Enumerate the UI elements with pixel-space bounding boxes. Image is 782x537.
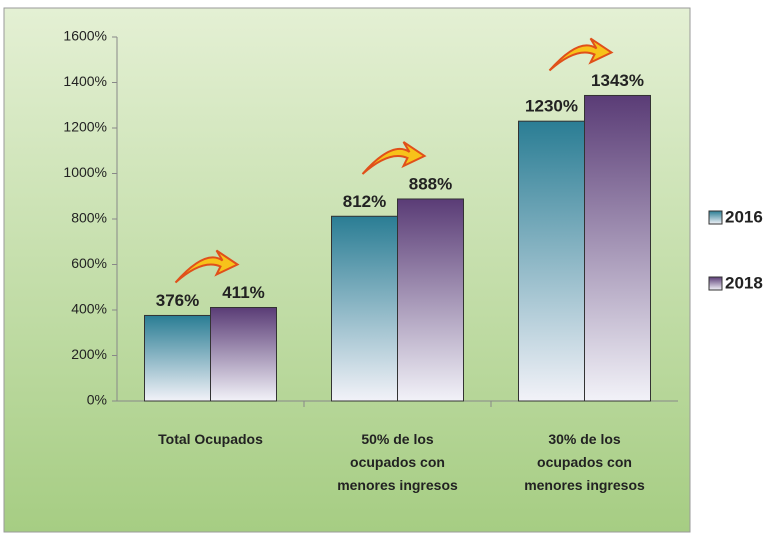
- legend-swatch: [708, 210, 723, 225]
- data-label: 376%: [156, 291, 199, 310]
- x-tick-label: 30% de los ocupados con menores ingresos: [524, 431, 645, 493]
- data-label: 888%: [409, 174, 452, 193]
- data-label: 411%: [222, 283, 265, 302]
- bar: [584, 94, 651, 402]
- data-label: 812%: [343, 192, 386, 211]
- arrow: [361, 141, 427, 175]
- y-tick-label: 600%: [71, 255, 107, 271]
- x-tick-label: 50% de los ocupados con menores ingresos: [337, 431, 458, 493]
- y-tick-label: 800%: [71, 210, 107, 226]
- y-tick-label: 200%: [71, 346, 107, 362]
- bar: [331, 215, 398, 402]
- bar: [210, 306, 277, 402]
- data-label: 1230%: [525, 97, 578, 116]
- y-tick-label: 1600%: [63, 28, 107, 44]
- y-tick-label: 400%: [71, 301, 107, 317]
- legend-label: 2018: [725, 273, 763, 292]
- bar: [144, 314, 211, 402]
- y-tick-label: 1000%: [63, 164, 107, 180]
- data-label: 1343%: [591, 71, 644, 90]
- legend-swatch: [708, 276, 723, 291]
- y-tick-label: 1200%: [63, 119, 107, 135]
- y-tick-label: 0%: [87, 392, 107, 408]
- arrow: [174, 249, 240, 284]
- y-tick-label: 1400%: [63, 73, 107, 89]
- bar: [397, 198, 464, 402]
- bar: [518, 120, 585, 402]
- legend-label: 2016: [725, 207, 763, 226]
- arrow: [548, 37, 614, 72]
- x-tick-label: Total Ocupados: [158, 431, 263, 447]
